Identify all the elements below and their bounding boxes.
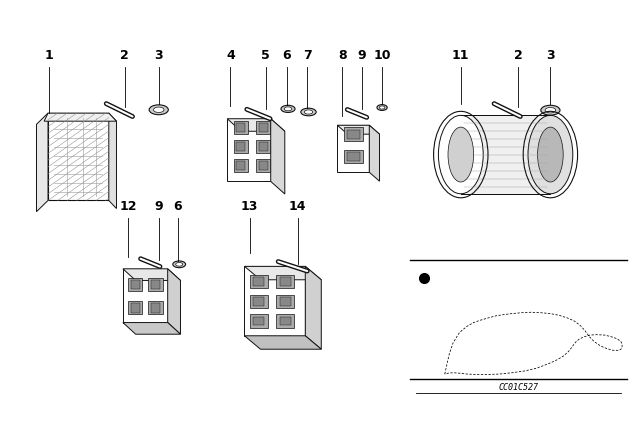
Text: 12: 12 <box>119 200 137 213</box>
Text: 6: 6 <box>282 49 291 62</box>
Ellipse shape <box>538 127 563 182</box>
Text: 9: 9 <box>154 200 163 213</box>
Bar <box>131 303 140 313</box>
Text: 2: 2 <box>514 49 523 62</box>
Bar <box>256 121 270 134</box>
Bar <box>234 121 248 134</box>
Text: 14: 14 <box>289 200 307 213</box>
Ellipse shape <box>284 107 292 111</box>
Bar <box>347 129 360 138</box>
Bar <box>148 301 163 314</box>
Bar <box>128 278 142 291</box>
Ellipse shape <box>301 108 316 116</box>
Text: 3: 3 <box>546 49 555 62</box>
Bar <box>256 159 270 172</box>
Polygon shape <box>123 323 180 334</box>
Ellipse shape <box>438 116 483 194</box>
Bar <box>250 314 268 328</box>
Bar <box>151 280 160 289</box>
Polygon shape <box>227 119 285 131</box>
Ellipse shape <box>380 106 385 109</box>
Text: 3: 3 <box>154 49 163 62</box>
Bar <box>236 142 245 151</box>
Ellipse shape <box>149 105 168 115</box>
Ellipse shape <box>528 116 573 194</box>
Bar <box>131 280 140 289</box>
Text: 6: 6 <box>173 200 182 213</box>
Ellipse shape <box>281 105 295 112</box>
Polygon shape <box>244 266 321 280</box>
Bar <box>250 295 268 308</box>
Ellipse shape <box>154 107 164 112</box>
Text: 8: 8 <box>338 49 347 62</box>
Text: 1: 1 <box>45 49 54 62</box>
Bar <box>253 316 264 325</box>
Polygon shape <box>369 125 380 181</box>
Polygon shape <box>109 113 116 209</box>
Ellipse shape <box>304 110 313 114</box>
Bar <box>280 316 291 325</box>
Bar <box>256 140 270 153</box>
Bar <box>244 266 305 336</box>
Bar <box>259 161 268 170</box>
Polygon shape <box>305 266 321 349</box>
Ellipse shape <box>541 105 560 115</box>
Text: 11: 11 <box>452 49 470 62</box>
Bar <box>234 159 248 172</box>
Bar <box>128 301 142 314</box>
Bar <box>280 297 291 306</box>
Bar <box>276 275 294 289</box>
Text: 2: 2 <box>120 49 129 62</box>
Bar <box>148 278 163 291</box>
Text: 4: 4 <box>226 49 235 62</box>
Bar <box>276 314 294 328</box>
Text: 7: 7 <box>303 49 312 62</box>
Bar <box>151 303 160 313</box>
Polygon shape <box>244 336 321 349</box>
Bar <box>123 269 168 323</box>
Bar <box>253 277 264 286</box>
Bar <box>234 140 248 153</box>
Polygon shape <box>36 113 48 212</box>
Bar <box>344 127 363 141</box>
Text: 13: 13 <box>241 200 259 213</box>
Bar <box>48 113 109 201</box>
Polygon shape <box>168 269 180 334</box>
Bar <box>227 119 271 181</box>
Bar <box>280 277 291 286</box>
Polygon shape <box>271 119 285 194</box>
Bar <box>253 297 264 306</box>
Ellipse shape <box>448 127 474 182</box>
Bar <box>250 275 268 289</box>
Bar <box>344 150 363 164</box>
Bar <box>276 295 294 308</box>
Bar <box>461 116 550 194</box>
Bar <box>337 125 369 172</box>
Polygon shape <box>123 269 180 280</box>
Text: 10: 10 <box>373 49 391 62</box>
Text: 9: 9 <box>357 49 366 62</box>
Text: 5: 5 <box>261 49 270 62</box>
Bar <box>347 152 360 161</box>
Ellipse shape <box>377 104 387 110</box>
Bar <box>236 123 245 132</box>
Ellipse shape <box>173 261 186 268</box>
Bar <box>236 161 245 170</box>
Polygon shape <box>337 125 380 134</box>
Ellipse shape <box>175 263 183 266</box>
Bar <box>259 142 268 151</box>
Ellipse shape <box>545 108 556 113</box>
Bar <box>259 123 268 132</box>
Text: CC01C527: CC01C527 <box>499 383 538 392</box>
Polygon shape <box>44 113 116 121</box>
